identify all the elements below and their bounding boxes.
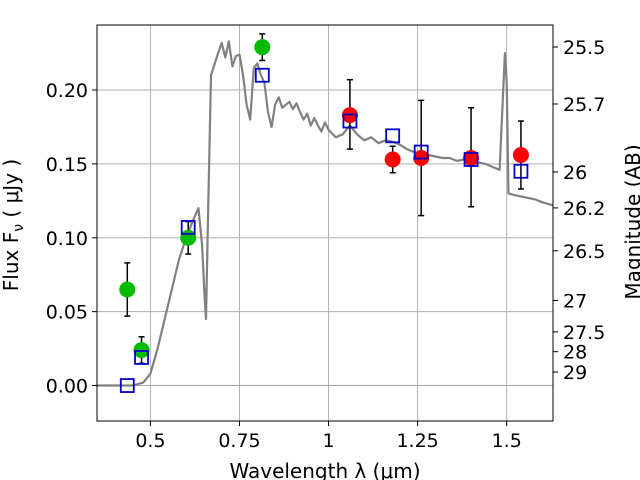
y2-tick-label: 28 — [563, 342, 587, 364]
y2-tick-label: 26.2 — [563, 198, 605, 220]
nir-point — [384, 151, 401, 168]
x-tick-label: 0.5 — [135, 430, 165, 452]
data-points — [119, 39, 529, 393]
model-flux-square — [180, 220, 196, 235]
y2-tick-label: 26 — [563, 162, 587, 184]
y-tick-label: 0.00 — [46, 376, 88, 398]
optical-point — [254, 39, 271, 56]
plot-frame — [96, 24, 554, 422]
x-tick-label: 1.25 — [396, 430, 438, 452]
nir-point — [512, 147, 529, 164]
y2-tick-label: 29 — [563, 362, 587, 384]
x-tick-label: 1.5 — [492, 430, 522, 452]
nir-point — [463, 149, 480, 166]
error-bars — [124, 33, 524, 365]
y2-tick-label: 27 — [563, 291, 587, 313]
model-flux-square — [119, 378, 135, 393]
x-axis-label: Wavelength λ (μm) — [229, 459, 420, 480]
model-flux-square — [463, 152, 479, 167]
model-flux-square — [254, 67, 270, 83]
model-flux-square — [513, 163, 529, 179]
y2-tick-label: 27.5 — [563, 322, 605, 344]
y-tick-label: 0.05 — [46, 302, 88, 324]
axes-frame — [96, 24, 554, 422]
x-tick-label: 0.75 — [218, 430, 260, 452]
y-tick-label: 0.10 — [46, 228, 88, 250]
model-flux-square — [342, 113, 358, 129]
model-flux-square — [134, 350, 149, 365]
y2-tick-label: 25.7 — [563, 94, 605, 116]
tick-labels: 0.5 0.75 1 1.25 1.5 0.00 0.05 0.10 0.15 0.20 25.5 2… — [46, 37, 606, 452]
y-tick-label: 0.20 — [46, 80, 88, 102]
y-tick-label: 0.15 — [46, 154, 88, 176]
y-axis-label: Flux Fν ( μJy ) — [0, 159, 27, 291]
y2-tick-label: 26.5 — [563, 241, 605, 263]
optical-point — [119, 281, 136, 298]
model-flux-square — [413, 144, 429, 160]
model-flux-square — [385, 128, 401, 144]
grid-lines — [97, 25, 553, 421]
y2-axis-label: Magnitude (AB) — [621, 144, 640, 299]
x-tick-label: 1 — [323, 430, 335, 452]
model-spectrum — [97, 40, 554, 387]
model-spectrum-line — [97, 40, 554, 387]
y2-tick-label: 25.5 — [563, 37, 605, 59]
